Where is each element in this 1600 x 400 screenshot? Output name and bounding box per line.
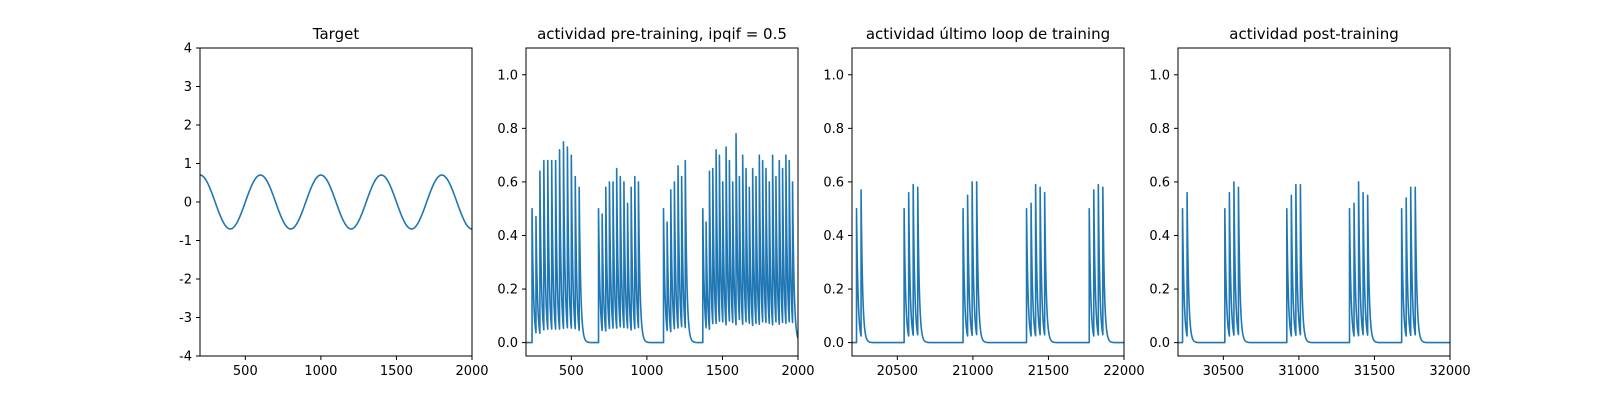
y-tick-label: 0.8	[1149, 122, 1170, 137]
y-tick-label: -2	[179, 273, 192, 288]
y-tick-label: 4	[184, 42, 192, 57]
y-tick-label: 0.4	[823, 229, 844, 244]
x-tick-label: 20500	[877, 364, 918, 379]
y-tick-label: 0.0	[823, 336, 844, 351]
panel-title: actividad último loop de training	[866, 25, 1110, 43]
y-tick-label: 1.0	[1149, 68, 1170, 83]
x-tick-label: 21000	[952, 364, 993, 379]
x-tick-label: 1500	[380, 364, 413, 379]
series-line	[1178, 181, 1450, 344]
y-tick-label: 0.4	[1149, 229, 1170, 244]
panel-last-training-loop: actividad último loop de training 20500 2…	[823, 25, 1144, 379]
x-tick-label: 500	[559, 364, 584, 379]
y-tick-label: 0.0	[497, 336, 518, 351]
panel-pre-training: actividad pre-training, ipqif = 0.5 500 1…	[497, 25, 814, 379]
y-tick-label: 1.0	[497, 68, 518, 83]
y-tick-label: 0.2	[1149, 283, 1170, 298]
y-tick-label: 0.6	[1149, 175, 1170, 190]
x-tick-label: 30500	[1203, 364, 1244, 379]
y-tick-label: 2	[184, 119, 192, 134]
y-tick-label: -1	[179, 234, 192, 249]
panel-target: Target 500 1000 1500 2000 -4 -3 -2 -1 0 1 2 3 4	[179, 25, 489, 379]
panel-post-training: actividad post-training 30500 31000 31500 3…	[1149, 25, 1470, 379]
x-tick-label: 22000	[1103, 364, 1144, 379]
x-tick-label: 21500	[1028, 364, 1069, 379]
y-tick-label: 0.8	[497, 122, 518, 137]
y-tick-label: 0.0	[1149, 336, 1170, 351]
axes-frame	[525, 47, 799, 357]
panel-title: Target	[312, 25, 360, 43]
axes-frame	[1177, 47, 1451, 357]
series-line	[200, 174, 472, 230]
y-tick-label: 0.8	[823, 122, 844, 137]
y-tick-label: 0.2	[497, 283, 518, 298]
series-line	[852, 181, 1124, 344]
x-tick-label: 31500	[1354, 364, 1395, 379]
x-tick-label: 2000	[781, 364, 814, 379]
x-tick-label: 500	[233, 364, 258, 379]
y-tick-label: 1	[184, 157, 192, 172]
x-tick-label: 31000	[1278, 364, 1319, 379]
x-tick-label: 1000	[304, 364, 337, 379]
y-tick-label: -3	[179, 311, 192, 326]
y-tick-label: 3	[184, 80, 192, 95]
x-tick-label: 2000	[455, 364, 488, 379]
panel-title: actividad pre-training, ipqif = 0.5	[537, 25, 787, 43]
axes-frame	[851, 47, 1125, 357]
series-line	[526, 132, 798, 344]
y-tick-label: 0.2	[823, 283, 844, 298]
y-tick-label: -4	[179, 350, 192, 365]
y-tick-label: 0.6	[823, 175, 844, 190]
panel-title: actividad post-training	[1229, 25, 1398, 43]
y-tick-label: 1.0	[823, 68, 844, 83]
x-tick-label: 1000	[630, 364, 663, 379]
x-tick-label: 1500	[706, 364, 739, 379]
y-tick-label: 0.4	[497, 229, 518, 244]
y-tick-label: 0.6	[497, 175, 518, 190]
x-tick-label: 32000	[1429, 364, 1470, 379]
y-tick-label: 0	[184, 196, 192, 211]
